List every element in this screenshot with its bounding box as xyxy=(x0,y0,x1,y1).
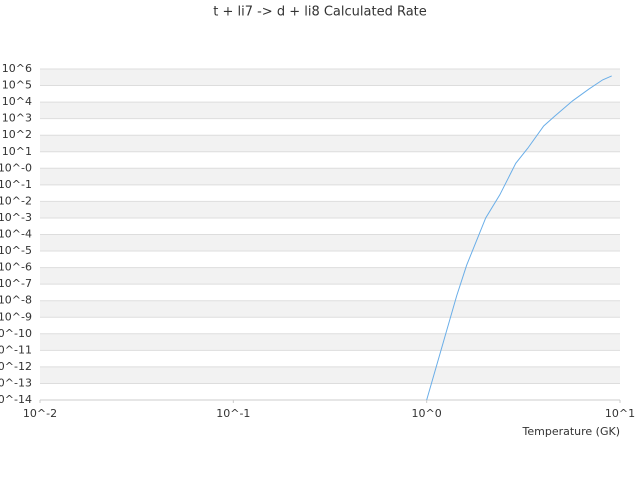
grid-band xyxy=(40,300,620,318)
y-tick-label: 10^5 xyxy=(2,79,32,92)
y-tick-label: 10^-9 xyxy=(0,310,32,323)
y-tick-label: 10^1 xyxy=(2,145,32,158)
y-tick-label: 10^-8 xyxy=(0,294,32,307)
y-tick-label: 10^-13 xyxy=(0,376,32,389)
y-tick-label: 10^-2 xyxy=(0,194,32,207)
y-tick-label: 10^-6 xyxy=(0,261,32,274)
grid-band xyxy=(40,333,620,351)
y-tick-label: 10^4 xyxy=(2,95,32,108)
y-tick-label: 10^-3 xyxy=(0,211,32,224)
y-tick-label: 10^-5 xyxy=(0,244,32,257)
y-tick-label: 10^-10 xyxy=(0,327,32,340)
x-tick-label: 10^-1 xyxy=(216,407,250,420)
chart-title: t + li7 -> d + li8 Calculated Rate xyxy=(213,5,427,20)
grid-band xyxy=(40,366,620,384)
x-tick-label: 10^1 xyxy=(605,407,635,420)
y-tick-label: 10^6 xyxy=(2,62,32,75)
y-tick-label: 10^-4 xyxy=(0,228,32,241)
grid-band xyxy=(40,234,620,252)
y-tick-label: 10^-1 xyxy=(0,178,32,191)
x-axis-label: Temperature (GK) xyxy=(522,425,621,438)
y-tick-label: 10^-7 xyxy=(0,277,32,290)
grid-band xyxy=(40,168,620,185)
grid-band xyxy=(40,201,620,218)
grid-band xyxy=(40,135,620,152)
y-tick-label: 10^-0 xyxy=(0,161,32,174)
data-line xyxy=(426,75,612,401)
x-tick-label: 10^0 xyxy=(412,407,442,420)
y-tick-label: 10^-14 xyxy=(0,393,32,406)
grid-band xyxy=(40,69,620,86)
y-tick-label: 10^-11 xyxy=(0,343,32,356)
y-tick-label: 10^-12 xyxy=(0,360,32,373)
x-tick-label: 10^-2 xyxy=(23,407,57,420)
y-tick-label: 10^2 xyxy=(2,128,32,141)
grid-band xyxy=(40,102,620,119)
y-tick-label: 10^3 xyxy=(2,112,32,125)
grid-band xyxy=(40,267,620,285)
